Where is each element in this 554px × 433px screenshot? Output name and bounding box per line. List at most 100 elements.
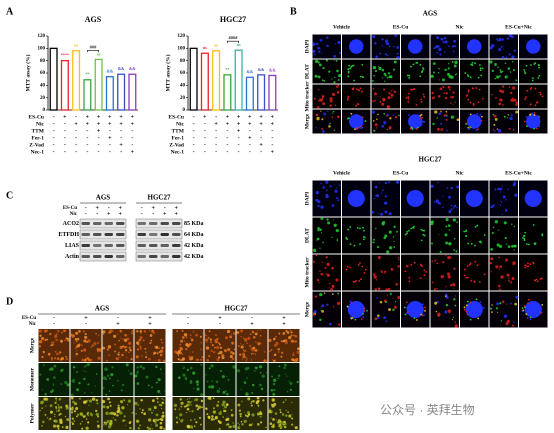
dot [494,117,498,121]
dot [480,74,483,77]
micrograph [70,396,102,430]
condition-sign: - [64,149,66,155]
dot [456,185,460,189]
dot [112,384,114,387]
dot [271,425,275,429]
dot [333,223,337,227]
cell [349,39,364,54]
dot [221,403,225,407]
blot-strip [135,229,183,240]
dot [498,268,500,270]
dot [419,63,422,66]
micrograph [401,254,430,291]
dot [331,284,335,288]
dot [522,309,525,312]
dot [103,376,107,380]
dot [160,418,164,422]
dot [260,421,263,424]
dot [246,410,250,414]
dot [319,247,321,249]
dot [101,400,106,404]
dot [273,402,277,406]
dot [447,224,451,227]
dot [239,353,242,356]
dot [420,113,423,116]
dot [411,127,414,130]
condition-label: Nic [36,121,45,127]
dot [499,204,502,206]
dot [317,200,321,204]
dot [247,336,251,340]
dot [419,277,422,280]
dot [211,415,214,418]
micrograph [38,397,70,430]
dot [347,70,350,73]
dot [136,348,140,351]
dot [465,276,468,279]
dot [390,267,394,271]
dot [65,357,69,361]
dot [388,309,390,311]
dot [527,262,529,265]
dot [139,345,142,348]
size-label: 42 KDa [184,254,204,260]
micrograph [236,329,268,363]
dot [372,87,375,90]
band [116,255,125,258]
dot [439,250,442,254]
dot [498,284,501,288]
condition-label: Z-Vad [169,142,184,148]
dot [389,246,393,250]
significance-label: && [247,69,254,74]
row-label: DAPI [304,40,310,53]
dot [378,182,380,184]
dot [291,401,293,403]
dot [435,45,439,49]
dot [446,186,449,189]
dot [362,226,364,229]
dot [529,103,532,106]
dot [55,338,58,341]
micrograph [489,84,518,109]
dot [500,45,503,48]
dot [499,98,503,102]
dot [177,358,180,361]
dot [436,36,440,40]
micrograph [268,363,300,396]
dot [430,74,434,78]
dot [208,367,211,370]
band [81,233,90,236]
dot [277,347,281,351]
dot [161,397,163,400]
dot [405,301,408,304]
band [137,244,146,247]
dot [252,353,254,355]
column-header: Nic [456,170,465,176]
treatment-sign: - [164,205,166,211]
condition-sign: - [260,149,262,155]
dot [436,51,439,54]
condition-label: Fer-1 [31,135,44,141]
dot [244,338,248,341]
band [149,233,158,236]
band [116,244,125,247]
micrograph [401,109,430,134]
dot [363,229,365,232]
condition-sign: - [53,142,55,148]
dot [119,345,123,349]
dot [46,378,50,381]
dot [423,95,426,98]
dot [383,236,386,240]
image-frame [312,291,341,328]
dot [416,62,419,64]
dot [317,229,320,232]
dot [75,340,78,343]
dot [423,121,426,123]
chart-title: AGS [85,15,102,24]
dot [71,379,75,383]
dot [180,339,184,343]
row-label: Mito tracker [304,81,310,112]
image-frame [102,363,134,396]
bar [189,47,198,111]
significance-label: && [258,67,265,72]
